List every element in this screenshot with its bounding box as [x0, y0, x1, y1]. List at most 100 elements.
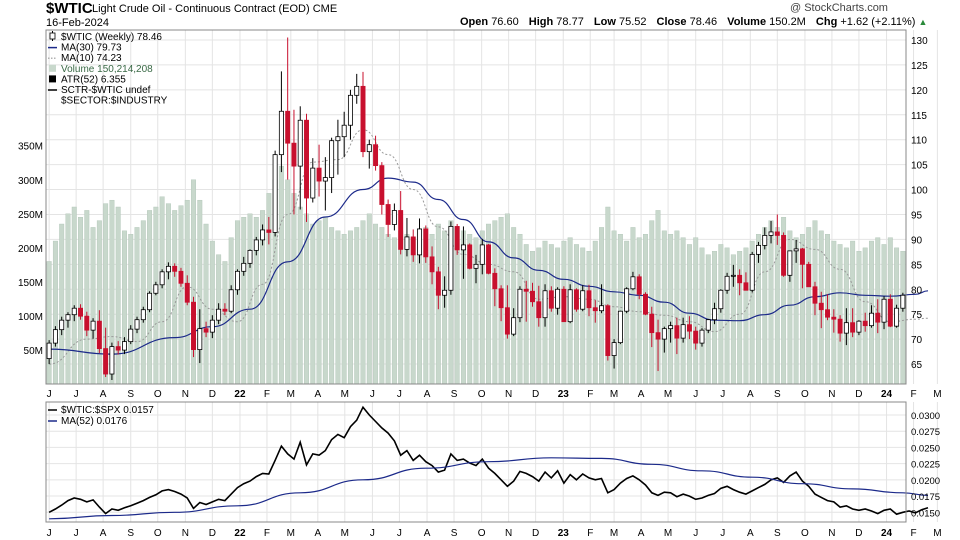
x-tick-label-lower: F [910, 528, 916, 539]
volume-bar [46, 261, 52, 385]
ratio-line [48, 405, 929, 516]
candle-body [686, 324, 692, 332]
x-tick-label-lower: M [610, 528, 618, 539]
candle-body [140, 309, 146, 321]
x-tick-label-lower: O [801, 528, 809, 539]
volume-bar [649, 220, 655, 385]
candle-body [894, 307, 900, 327]
x-tick-label: J [397, 389, 402, 400]
volume-bar [630, 227, 636, 385]
candle-body [875, 312, 881, 323]
x-tick-label-lower: M [664, 528, 672, 539]
x-tick-label: O [154, 389, 162, 400]
x-tick-label-lower: F [587, 528, 593, 539]
volume-tick-label: 350M [18, 142, 43, 153]
candle-body [504, 307, 510, 335]
volume-bar [134, 227, 140, 385]
candle-body [674, 325, 680, 339]
candle-body [65, 314, 71, 321]
exchange-name: CME [312, 3, 338, 15]
volume-bar [580, 247, 586, 385]
candle-body [191, 301, 196, 350]
volume-bar [586, 251, 592, 385]
candle-body [278, 110, 284, 156]
candle-body [228, 289, 234, 312]
candle-body [159, 271, 165, 286]
candle-body [347, 94, 353, 126]
volume-value: 150.2M [769, 16, 806, 28]
x-tick-label: J [720, 389, 725, 400]
x-tick-label: N [505, 389, 512, 400]
volume-bar [96, 220, 102, 385]
candle-body [479, 244, 485, 265]
candle-body [147, 292, 153, 311]
x-tick-label-lower: M [287, 528, 295, 539]
candle-body [661, 328, 667, 340]
candle-body [831, 316, 837, 320]
candle-body [599, 305, 605, 312]
candle-body [743, 282, 749, 291]
candle-body [442, 289, 448, 296]
x-tick-label: J [74, 389, 79, 400]
volume-bar [548, 244, 554, 385]
candle-body [561, 288, 567, 323]
x-tick-label-lower: 22 [234, 528, 246, 539]
ratio-panel-layer [48, 405, 929, 520]
change-value: +1.62 (+2.11%) [840, 16, 916, 28]
volume-bar [322, 217, 328, 385]
candle-body [837, 318, 843, 334]
ratio-tick-label: 0.0200 [911, 476, 940, 487]
price-tick-label: 100 [911, 186, 928, 197]
candle-body [762, 235, 768, 246]
candle-body [329, 140, 335, 178]
volume-bar [573, 244, 579, 385]
candle-body [78, 307, 83, 317]
ratio-tick-label: 0.0225 [911, 460, 940, 471]
stockcharts-credit[interactable]: @ StockCharts.com [790, 2, 888, 14]
x-tick-label-lower: S [127, 528, 134, 539]
candle-body [467, 244, 473, 269]
lower-panel-frame [45, 401, 907, 523]
x-tick-label: M [287, 389, 295, 400]
candle-body [611, 342, 617, 356]
candle-body [881, 298, 887, 323]
open-label: Open [460, 16, 489, 28]
x-tick-label: J [47, 389, 52, 400]
candle-body [856, 320, 862, 333]
candle-body [272, 154, 278, 233]
x-tick-label: M [610, 389, 618, 400]
x-tick-label: A [100, 389, 107, 400]
candle-body [812, 286, 818, 304]
price-tick-label: 105 [911, 161, 928, 172]
x-tick-label: A [638, 389, 645, 400]
x-tick-label-lower: J [693, 528, 698, 539]
candle-body [756, 244, 761, 255]
candle-body [699, 329, 705, 344]
volume-bar [900, 251, 906, 385]
candle-body [435, 271, 441, 296]
volume-bar [122, 230, 127, 385]
candle-body [655, 332, 661, 340]
price-tick-label: 70 [911, 335, 923, 346]
candle-body [103, 348, 109, 375]
candle-body [165, 265, 171, 273]
main-legend-swatch [49, 75, 56, 83]
candle-body [391, 210, 397, 225]
volume-bar [837, 244, 843, 385]
x-tick-label-lower: O [154, 528, 162, 539]
volume-bar [555, 247, 561, 385]
main-panel-frame [45, 29, 907, 385]
candle-body [366, 144, 372, 153]
price-tick-label: 90 [911, 235, 923, 246]
candle-body [153, 284, 159, 294]
x-tick-label-lower: A [424, 528, 431, 539]
volume-bar [360, 220, 366, 385]
x-tick-label-lower: D [532, 528, 539, 539]
x-tick-label-lower: J [397, 528, 402, 539]
x-tick-label: A [314, 389, 321, 400]
change-label: Chg [815, 16, 838, 28]
x-tick-label-lower: M [341, 528, 349, 539]
volume-bar [159, 196, 165, 385]
lower-legend-label: MA(52) 0.0176 [61, 416, 128, 427]
candle-body [887, 298, 893, 327]
